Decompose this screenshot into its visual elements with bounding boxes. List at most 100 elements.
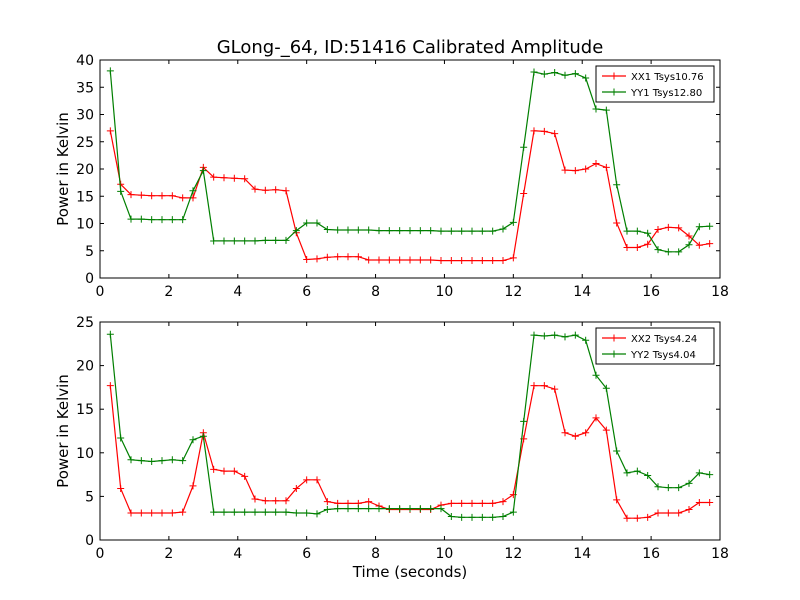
y-tick-label: 20 [76,359,94,375]
data-point-marker [675,509,683,517]
data-point-marker [282,187,290,195]
data-point-marker [695,223,703,231]
data-point-marker [303,255,311,263]
data-point-marker [540,382,548,390]
data-point-marker [148,509,156,517]
data-point-marker [592,414,600,422]
data-point-marker [571,331,579,339]
data-point-marker [654,483,662,491]
data-point-marker [127,191,135,199]
data-point-marker [282,236,290,244]
y-tick-label: 40 [76,53,94,69]
data-point-marker [168,456,176,464]
data-point-marker [189,482,197,490]
data-point-marker [540,70,548,78]
data-point-marker [210,237,218,245]
data-point-marker [654,246,662,254]
data-point-marker [241,237,249,245]
data-point-marker [623,227,631,235]
data-point-marker [313,476,321,484]
data-point-marker [313,219,321,227]
data-point-marker [447,227,455,235]
data-point-marker [551,69,559,77]
data-point-marker [127,215,135,223]
data-point-marker [706,222,714,230]
data-point-marker [127,456,135,464]
data-point-marker [675,484,683,492]
data-point-marker [137,509,145,517]
data-point-marker [592,160,600,168]
data-point-marker [158,216,166,224]
data-point-marker [499,225,507,233]
data-point-marker [230,174,238,182]
data-point-marker [695,469,703,477]
data-point-marker [158,192,166,200]
data-point-marker [561,429,569,437]
x-tick-label: 12 [504,284,522,300]
data-point-marker [644,229,652,237]
y-tick-label: 25 [76,135,94,151]
data-point-marker [220,467,228,475]
data-point-marker [582,165,590,173]
data-point-marker [602,163,610,171]
data-point-marker [385,505,393,513]
data-point-marker [199,432,207,440]
data-point-marker [375,227,383,235]
data-point-marker [106,382,114,390]
y-tick-label: 5 [85,244,94,260]
data-point-marker [664,248,672,256]
data-point-marker [396,256,404,264]
data-point-marker [396,505,404,513]
data-point-marker [396,227,404,235]
legend-entry-label: XX2 Tsys4.24 [631,334,697,345]
data-point-marker [385,256,393,264]
data-point-marker [633,514,641,522]
data-point-marker [385,227,393,235]
data-point-marker [540,332,548,340]
data-point-marker [427,256,435,264]
data-point-marker [148,216,156,224]
legend-swatch-marker [610,88,618,96]
data-point-marker [571,432,579,440]
x-tick-label: 10 [436,546,454,562]
data-point-marker [644,240,652,248]
data-point-marker [179,194,187,202]
x-tick-label: 6 [302,546,311,562]
data-point-marker [489,257,497,265]
data-point-marker [499,512,507,520]
data-point-marker [137,457,145,465]
data-point-marker [251,508,259,516]
data-point-marker [633,467,641,475]
data-point-marker [375,256,383,264]
data-point-marker [148,458,156,466]
data-point-marker [468,257,476,265]
data-point-marker [623,514,631,522]
data-point-marker [106,127,114,135]
legend-box [595,65,715,103]
data-point-marker [561,71,569,79]
data-point-marker [106,67,114,75]
data-point-marker [644,471,652,479]
data-point-marker [292,485,300,493]
data-point-marker [241,472,249,480]
data-point-marker [530,331,538,339]
data-point-marker [685,232,693,240]
data-point-marker [282,497,290,505]
data-point-marker [458,499,466,507]
data-point-marker [706,240,714,248]
data-point-marker [220,174,228,182]
data-point-marker [313,255,321,263]
y-tick-label: 0 [85,533,94,549]
x-tick-label: 6 [302,284,311,300]
data-point-marker [323,505,331,513]
data-point-marker [334,226,342,234]
data-point-marker [509,218,517,226]
data-point-marker [354,253,362,261]
data-point-marker [561,166,569,174]
data-point-marker [675,224,683,232]
x-tick-label: 0 [96,546,105,562]
data-point-marker [117,485,125,493]
data-point-marker [365,256,373,264]
data-point-marker [354,226,362,234]
